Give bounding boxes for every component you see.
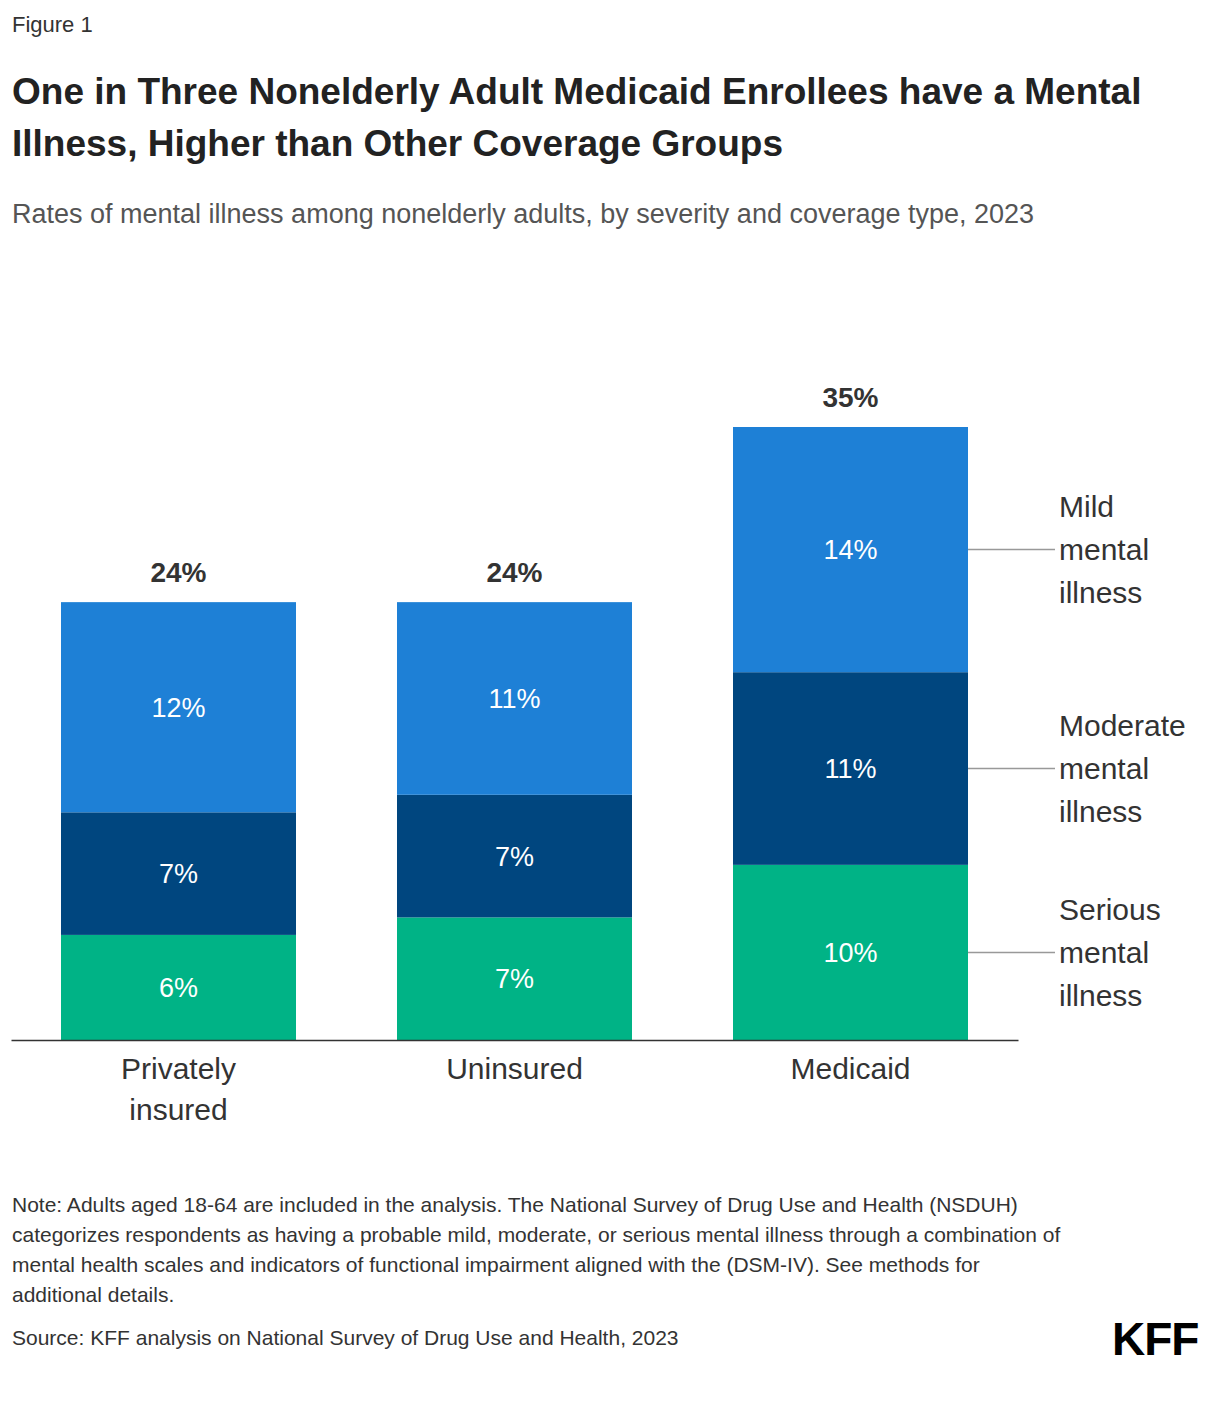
legend-leader xyxy=(968,549,1055,551)
data-labels: 6% 7% 10% 7% 7% 11% 12% 11% 14% xyxy=(151,535,877,1003)
total-label: 35% xyxy=(822,382,878,413)
axis-line xyxy=(12,1040,1019,1042)
data-label: 12% xyxy=(151,693,205,723)
data-label: 7% xyxy=(495,964,534,994)
bar-segment xyxy=(733,672,968,865)
bars xyxy=(61,427,968,1040)
logo: KFF xyxy=(1112,1312,1198,1366)
data-label: 14% xyxy=(823,535,877,565)
legend-label: Moderatementalillness xyxy=(1059,709,1186,828)
data-label: 6% xyxy=(159,973,198,1003)
bar-segment xyxy=(61,602,296,812)
bar-segment xyxy=(733,427,968,672)
bar-segment xyxy=(397,602,632,795)
total-label: 24% xyxy=(150,557,206,588)
data-label: 7% xyxy=(495,842,534,872)
total-label: 24% xyxy=(486,557,542,588)
tick: Uninsured xyxy=(446,1052,583,1085)
tick-label: Privatelyinsured xyxy=(121,1052,236,1126)
x-axis: Privatelyinsured Uninsured Medicaid xyxy=(12,1041,1019,1126)
bar-segment xyxy=(61,812,296,935)
totals: 24% 24% 35% xyxy=(150,382,878,588)
subtitle: Rates of mental illness among nonelderly… xyxy=(12,194,1207,234)
figure-label: Figure 1 xyxy=(12,12,93,38)
legend-label: Mildmentalillness xyxy=(1059,490,1149,609)
data-label: 11% xyxy=(824,754,876,784)
tick-label: Uninsured xyxy=(446,1052,583,1085)
data-label: 11% xyxy=(488,684,540,714)
bar-segment xyxy=(61,935,296,1040)
tick-label: Medicaid xyxy=(790,1052,910,1085)
note: Note: Adults aged 18-64 are included in … xyxy=(12,1190,1062,1310)
source: Source: KFF analysis on National Survey … xyxy=(12,1326,1062,1350)
bar-segment xyxy=(397,917,632,1040)
data-label: 7% xyxy=(159,859,198,889)
tick: Privatelyinsured xyxy=(121,1052,236,1126)
legend-leader xyxy=(968,768,1055,770)
legend-leader xyxy=(968,952,1055,954)
bar-segment xyxy=(397,795,632,918)
title: One in Three Nonelderly Adult Medicaid E… xyxy=(12,66,1202,170)
legend: Seriousmentalillness Moderatementalillnes… xyxy=(968,490,1186,1012)
data-label: 10% xyxy=(823,938,877,968)
legend-label: Seriousmentalillness xyxy=(1059,893,1161,1012)
bar-segment xyxy=(733,865,968,1040)
tick: Medicaid xyxy=(790,1052,910,1085)
